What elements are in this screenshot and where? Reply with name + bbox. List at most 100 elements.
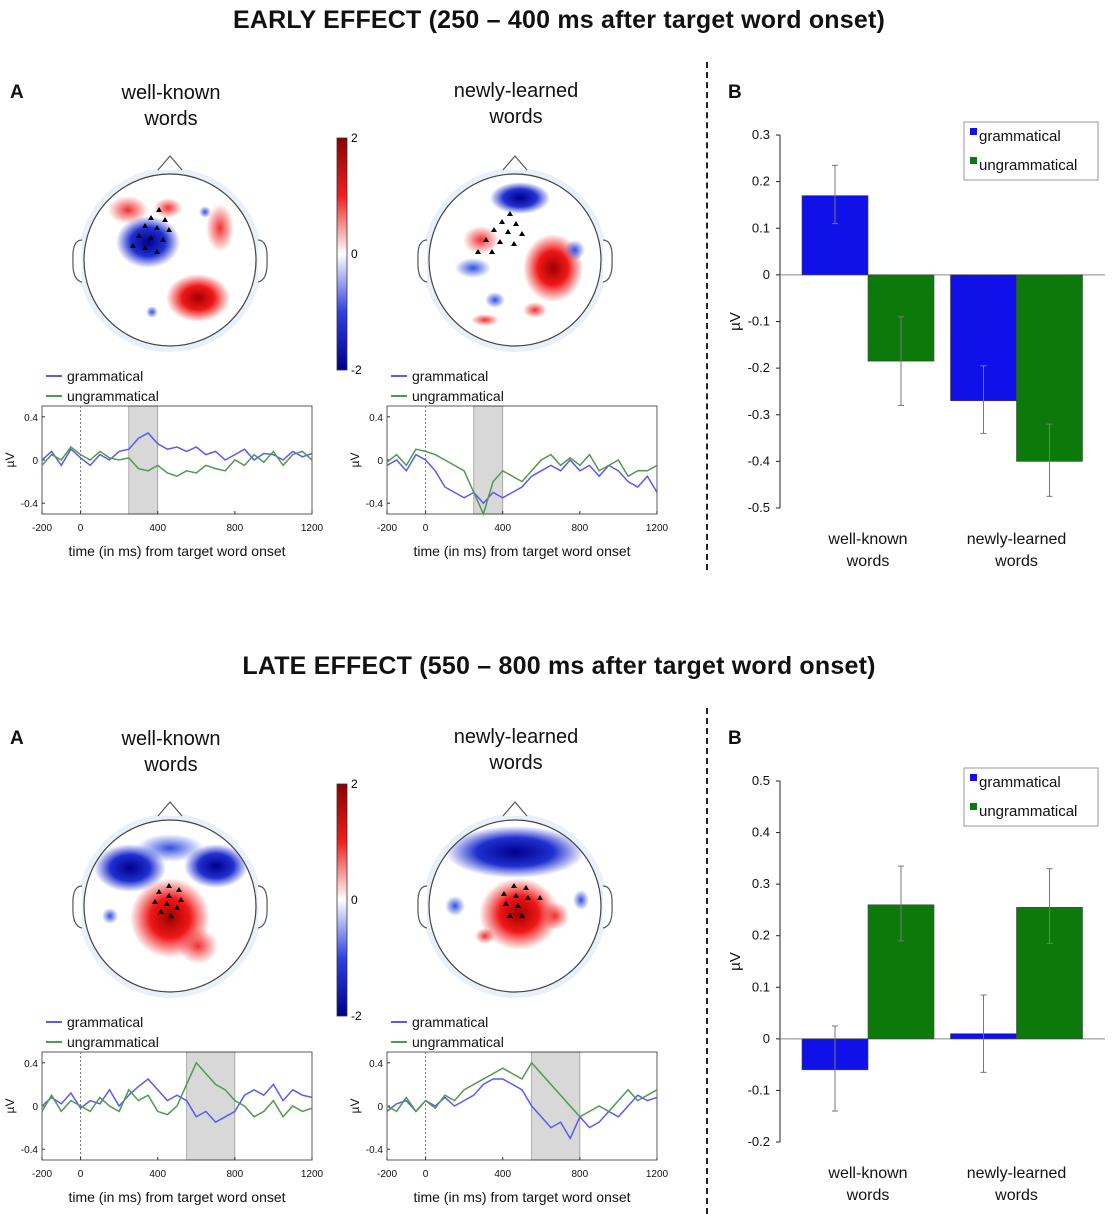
erp-legend-label: grammatical xyxy=(412,368,488,384)
y-tick-label: 0 xyxy=(32,456,38,467)
plot-frame xyxy=(386,405,658,515)
time-window-shade xyxy=(128,405,159,515)
erp-y-label: µV xyxy=(348,1099,362,1114)
y-tick-label: 0.1 xyxy=(752,220,770,235)
category-label: words xyxy=(994,553,1038,570)
x-tick-label: 1200 xyxy=(301,523,324,534)
erp-legend-label: ungrammatical xyxy=(412,1034,504,1050)
x-tick-label: 800 xyxy=(572,1169,589,1180)
topomap-well-known xyxy=(72,155,268,352)
x-tick-label: 0 xyxy=(78,523,84,534)
category-label: words xyxy=(846,1187,890,1204)
erp-x-label: time (in ms) from target word onset xyxy=(68,543,285,559)
erp-area: grammatical ungrammatical 0.4 0 -0.4 µV -200 0 4… xyxy=(348,1014,669,1205)
x-tick-label: 1200 xyxy=(646,1169,669,1180)
y-tick-label: 0.4 xyxy=(369,413,383,424)
erp-area: grammatical ungrammatical 0.4 0 -0.4 µV -200 0 4… xyxy=(3,1014,324,1205)
y-tick-label: -0.5 xyxy=(748,500,770,515)
erp-plot-newly-learned: grammatical ungrammatical 0.4 0 -0.4 µV -200 0 4… xyxy=(348,368,669,559)
x-tick-label: -200 xyxy=(377,1169,397,1180)
y-tick-label: 0 xyxy=(763,1031,770,1046)
erp-plot-newly-learned: grammatical ungrammatical 0.4 0 -0.4 µV -200 0 4… xyxy=(348,1014,669,1205)
late-effect-section: LATE EFFECT (550 – 800 ms after target w… xyxy=(0,646,1118,1214)
topo-title-line2: words xyxy=(144,754,198,776)
category-label: words xyxy=(846,553,890,570)
colorbar-tick: 2 xyxy=(351,131,358,145)
y-tick-label: -0.4 xyxy=(21,1145,39,1156)
y-tick-label: -0.2 xyxy=(748,1134,770,1149)
y-tick-label: -0.4 xyxy=(366,1145,384,1156)
y-axis-label: µV xyxy=(727,312,744,331)
panel-b-label: B xyxy=(728,82,742,103)
colorbar-tick: 0 xyxy=(351,893,358,907)
erp-legend-label: ungrammatical xyxy=(412,388,504,404)
panel-divider xyxy=(706,708,708,1214)
y-tick-label: -0.2 xyxy=(748,360,770,375)
topo-title-line2: words xyxy=(489,752,543,774)
legend: grammatical ungrammatical xyxy=(963,121,1099,181)
category-label: newly-learned xyxy=(967,1165,1067,1182)
erp-line-grammatical xyxy=(41,1077,313,1124)
topo-title-line2: words xyxy=(489,106,543,128)
panel-b-label: B xyxy=(728,728,742,749)
topomap-newly-learned xyxy=(417,801,613,998)
topo-title-well-known: well-known words xyxy=(71,726,271,778)
topo-title-line1: well-known xyxy=(121,728,221,750)
erp-x-label: time (in ms) from target word onset xyxy=(68,1189,285,1205)
time-window-shade xyxy=(531,1051,581,1161)
topo-title-newly-learned: newly-learned words xyxy=(416,78,616,130)
legend: grammatical ungrammatical xyxy=(963,767,1099,827)
bar-chart-late: 0.5 0.4 0.3 0.2 0.1 0 -0.1 -0.2 µV well-known word… xyxy=(727,767,1105,1204)
y-tick-label: 0.4 xyxy=(752,825,770,840)
legend-box xyxy=(963,767,1099,827)
category-label: newly-learned xyxy=(967,531,1067,548)
erp-y-label: µV xyxy=(3,1099,17,1114)
y-tick-label: 0.5 xyxy=(752,773,770,788)
erp-line-ungrammatical xyxy=(386,448,658,517)
erp-line-grammatical xyxy=(41,432,313,467)
x-tick-label: 0 xyxy=(423,523,429,534)
x-tick-label: 400 xyxy=(494,523,511,534)
x-tick-label: 0 xyxy=(423,1169,429,1180)
y-tick-label: -0.4 xyxy=(366,499,384,510)
y-tick-label: 0.4 xyxy=(24,1059,38,1070)
y-tick-label: 0 xyxy=(32,1102,38,1113)
x-tick-label: 400 xyxy=(149,1169,166,1180)
x-tick-label: -200 xyxy=(32,523,52,534)
colorbar-tick: -2 xyxy=(351,363,362,377)
early-effect-section: EARLY EFFECT (250 – 400 ms after target … xyxy=(0,0,1118,600)
section-title: EARLY EFFECT (250 – 400 ms after target … xyxy=(232,6,886,34)
y-tick-label: -0.4 xyxy=(21,499,39,510)
topo-title-line1: newly-learned xyxy=(453,726,579,748)
legend-swatch-ungrammatical xyxy=(970,157,977,164)
y-tick-label: 0 xyxy=(763,267,770,282)
topo-title-line2: words xyxy=(144,108,198,130)
y-tick-label: 0.4 xyxy=(369,1059,383,1070)
y-tick-label: 0.2 xyxy=(752,928,770,943)
erp-x-label: time (in ms) from target word onset xyxy=(413,1189,630,1205)
y-tick-label: 0.1 xyxy=(752,979,770,994)
x-tick-label: 1200 xyxy=(301,1169,324,1180)
x-tick-label: 400 xyxy=(494,1169,511,1180)
plot-frame xyxy=(386,1051,658,1161)
x-tick-label: 0 xyxy=(78,1169,84,1180)
topomap-well-known xyxy=(72,801,268,998)
topo-title-well-known: well-known words xyxy=(71,80,271,132)
x-tick-label: 800 xyxy=(572,523,589,534)
y-tick-label: 0 xyxy=(377,456,383,467)
legend-label: ungrammatical xyxy=(979,803,1077,820)
y-tick-label: -0.4 xyxy=(748,453,770,468)
category-label: well-known xyxy=(827,531,907,548)
erp-line-ungrammatical xyxy=(41,445,313,478)
colorbar-tick: 0 xyxy=(351,247,358,261)
erp-x-label: time (in ms) from target word onset xyxy=(413,543,630,559)
legend-swatch-ungrammatical xyxy=(970,803,977,810)
x-tick-label: -200 xyxy=(377,523,397,534)
erp-legend-label: grammatical xyxy=(67,1014,143,1030)
y-tick-label: -0.1 xyxy=(748,1082,770,1097)
erp-y-label: µV xyxy=(348,453,362,468)
legend-swatch-grammatical xyxy=(970,774,977,781)
erp-plot-well-known: grammatical ungrammatical 0.4 0 -0.4 µV -200 0 4… xyxy=(3,368,324,559)
y-tick-label: 0.2 xyxy=(752,174,770,189)
erp-line-ungrammatical xyxy=(386,1061,658,1118)
